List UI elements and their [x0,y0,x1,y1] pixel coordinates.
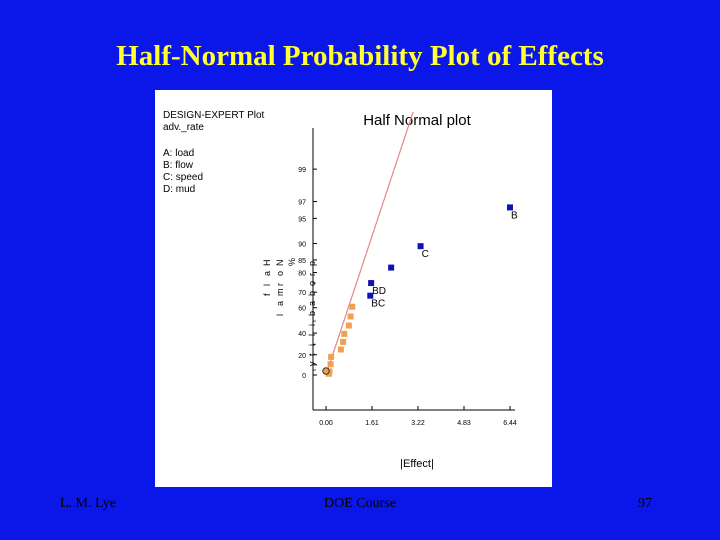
effect-point [388,264,395,271]
factor-label-a: A: load [163,148,194,159]
error-point [325,370,332,377]
effect-point [367,292,374,299]
factor-label-b: B: flow [163,160,194,171]
y-tick-label: 90 [298,242,306,249]
x-tick-label: 0.00 [319,420,333,427]
y-axis-label-char: y [307,361,317,366]
error-point [341,330,348,337]
fit-line-group [325,111,414,376]
y-tick-label: 0 [302,373,306,380]
y-axis-label-char: b [307,291,317,296]
y-axis-label-char: N [275,260,285,267]
y-axis-label-char: t [307,353,317,356]
y-tick-label: 80 [298,271,306,278]
x-tick-label: 3.22 [411,420,425,427]
y-axis-label-char: a [262,271,272,276]
y-tick-label: 70 [298,290,306,297]
effect-label: BD [372,286,386,297]
x-tick-label: 6.44 [503,420,517,427]
error-point [349,303,356,310]
chart-title: Half Normal plot [363,112,471,129]
error-point [337,346,344,353]
effect-label: B [511,210,518,221]
error-point [328,353,335,360]
slide-title: Half-Normal Probability Plot of Effects [116,40,604,72]
y-axis-label-char: o [307,281,317,286]
x-tick-label: 1.61 [365,420,379,427]
zero-point [322,367,330,375]
y-tick-label: 95 [298,216,306,223]
error-point [345,322,352,329]
x-axis-ticks: 0.00 1.61 3.22 4.83 6.44 [319,406,517,427]
effect-point [417,243,424,250]
factor-label-d: D: mud [163,184,195,195]
y-axis-label-char: r [275,283,285,286]
y-axis-label-char: f [262,293,272,296]
y-axis-label-char: m [275,289,285,297]
y-axis-label-char: l [262,284,272,286]
y-axis-label-char: a [275,301,285,306]
error-point [347,313,354,320]
x-axis-label: |Effect| [400,458,434,470]
y-tick-label: 20 [298,353,306,360]
y-tick-label: 97 [298,200,306,207]
error-point [340,338,347,345]
footer-course: DOE Course [324,496,396,511]
y-axis-label-char: b [307,311,317,316]
y-tick-label: 99 [298,167,306,174]
effect-point [507,204,513,211]
x-tick-label: 4.83 [457,420,471,427]
y-axis-label-char: l [275,314,285,316]
half-normal-plot-figure: DESIGN-EXPERT Plot adv._rate A: load B: … [155,90,552,487]
y-axis-label-char: % [287,258,297,266]
effect-label: BC [371,299,385,310]
y-axis-ticks: 0 20 40 60 70 80 85 90 95 97 99 [298,167,317,380]
effect-label: C [422,249,429,260]
y-tick-label: 40 [298,331,306,338]
y-axis-label-char: H [262,260,272,267]
y-axis-label-char: o [275,271,285,276]
y-axis-label-char: p [307,261,317,266]
y-axis-label-char: i [307,344,317,346]
footer-page-number: 97 [638,496,652,511]
footer-author: L. M. Lye [60,496,116,511]
y-axis-label-char: r [307,273,317,276]
design-expert-header: DESIGN-EXPERT Plot [163,110,265,121]
y-tick-label: 85 [298,258,306,265]
fit-line [325,111,414,376]
error-point [327,361,334,368]
y-axis-label-char: i [307,324,317,326]
y-axis-label-char: a [307,301,317,306]
response-name: adv._rate [163,122,204,133]
y-axis-label-char: l [307,334,317,336]
half-normal-plot-chart: DESIGN-EXPERT Plot adv._rate A: load B: … [163,110,518,470]
factor-label-c: C: speed [163,172,203,183]
effect-point [368,280,375,287]
y-tick-label: 60 [298,306,306,313]
